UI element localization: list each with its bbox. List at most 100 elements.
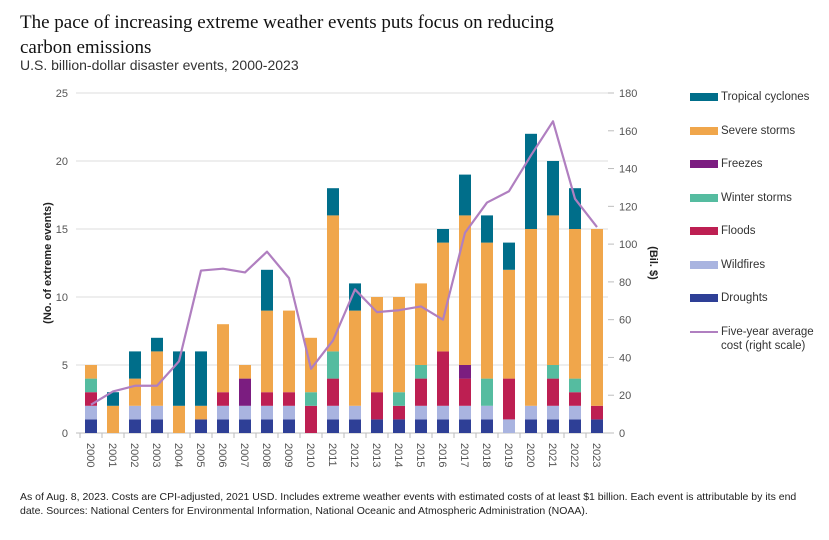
legend-label: Tropical cyclones xyxy=(721,91,810,103)
y-tick-label: 25 xyxy=(56,88,68,100)
bar-segment-wildfires xyxy=(349,405,361,420)
bar-segment-severe-storms xyxy=(283,310,295,393)
bar-segment-severe-storms xyxy=(525,229,537,406)
bar-segment-winter-storms xyxy=(481,378,493,406)
bar-segment-wildfires xyxy=(151,405,163,420)
x-tick-label: 2020 xyxy=(524,443,536,467)
bar-segment-droughts xyxy=(261,419,273,433)
legend-item-freezes: Freezes xyxy=(690,157,763,171)
legend-swatch xyxy=(690,194,718,202)
bar-segment-severe-storms xyxy=(327,215,339,352)
legend-label: Floods xyxy=(721,225,756,237)
x-tick-label: 2004 xyxy=(172,443,184,467)
bar-segment-tropical-cyclones xyxy=(349,283,361,311)
x-tick-label: 2000 xyxy=(84,443,96,467)
y-tick-label: 20 xyxy=(56,156,68,168)
bar-segment-severe-storms xyxy=(173,405,185,433)
legend-item-wildfires: Wildfires xyxy=(690,258,765,272)
x-tick-label: 2006 xyxy=(216,443,228,467)
bar-segment-winter-storms xyxy=(85,378,97,393)
legend-label: Winter storms xyxy=(721,192,792,204)
bar-segment-floods xyxy=(415,378,427,406)
bar-segment-droughts xyxy=(239,419,251,433)
gridlines xyxy=(76,92,614,434)
x-tick-label: 2016 xyxy=(436,443,448,467)
bar-segment-floods xyxy=(371,392,383,420)
bar-segment-tropical-cyclones xyxy=(129,351,141,379)
legend-label: Wildfires xyxy=(721,259,766,271)
bar-segment-severe-storms xyxy=(85,365,97,379)
legend-swatch xyxy=(690,261,718,269)
bar-segment-tropical-cyclones xyxy=(437,229,449,243)
x-tick-label: 2013 xyxy=(370,443,382,467)
legend-swatch xyxy=(690,93,718,101)
y2-tick-label: 80 xyxy=(619,277,631,289)
x-tick-label: 2018 xyxy=(480,443,492,467)
bar-segment-severe-storms xyxy=(437,242,449,352)
bar-segment-severe-storms xyxy=(569,229,581,379)
legend-label: Droughts xyxy=(721,292,768,304)
bar-segment-wildfires xyxy=(283,405,295,420)
legend-label: Five-year average cost (right scale) xyxy=(721,326,814,352)
x-tick-label: 2003 xyxy=(150,443,162,467)
bar-segment-droughts xyxy=(349,419,361,433)
y2-tick-label: 20 xyxy=(619,390,631,402)
y2-tick-label: 40 xyxy=(619,352,631,364)
bar-segment-severe-storms xyxy=(481,242,493,379)
bar-segment-wildfires xyxy=(503,419,515,433)
bar-segment-floods xyxy=(459,378,471,406)
bar-segment-droughts xyxy=(569,419,581,433)
bar-segment-floods xyxy=(393,405,405,420)
y-tick-label: 10 xyxy=(56,292,68,304)
bar-segment-droughts xyxy=(195,419,207,433)
bar-segment-droughts xyxy=(481,419,493,433)
y2-tick-label: 120 xyxy=(619,201,637,213)
y2-tick-label: 140 xyxy=(619,164,637,176)
bar-segment-tropical-cyclones xyxy=(151,337,163,352)
legend-label: Severe storms xyxy=(721,125,796,137)
bar-segment-severe-storms xyxy=(129,378,141,406)
bar-segment-tropical-cyclones xyxy=(481,215,493,243)
five-year-average-line xyxy=(90,120,598,406)
bar-segment-severe-storms xyxy=(195,405,207,420)
bar-segment-floods xyxy=(283,392,295,406)
bar-segment-droughts xyxy=(437,419,449,433)
bar-segment-droughts xyxy=(327,419,339,433)
bar-segment-tropical-cyclones xyxy=(525,133,537,229)
bar-segment-severe-storms xyxy=(217,324,229,393)
bar-segment-winter-storms xyxy=(547,365,559,379)
x-tick-label: 2002 xyxy=(128,443,140,467)
legend-item-severe-storms: Severe storms xyxy=(690,124,795,138)
bar-segment-winter-storms xyxy=(305,392,317,406)
bar-segment-severe-storms xyxy=(547,215,559,365)
bar-segment-severe-storms xyxy=(415,283,427,365)
line-five-year-average-cost xyxy=(90,120,598,406)
bar-segment-droughts xyxy=(459,419,471,433)
bar-segment-severe-storms xyxy=(261,310,273,393)
x-tick-label: 2010 xyxy=(304,443,316,467)
bar-segment-droughts xyxy=(525,419,537,433)
x-tick-label: 2019 xyxy=(502,443,514,467)
bar-segment-floods xyxy=(305,405,317,433)
legend-item-droughts: Droughts xyxy=(690,291,768,305)
bar-segment-floods xyxy=(569,392,581,406)
bar-segment-wildfires xyxy=(239,405,251,420)
left-axis-ticks: 0 5 10 15 20 25 xyxy=(56,88,68,440)
legend-item-five-year-average-cost: Five-year average cost (right scale) xyxy=(690,325,821,353)
bar-segment-tropical-cyclones xyxy=(503,242,515,270)
bar-segment-wildfires xyxy=(261,405,273,420)
x-tick-label: 2015 xyxy=(414,443,426,467)
y2-tick-label: 60 xyxy=(619,315,631,327)
x-tick-label: 2014 xyxy=(392,443,404,467)
x-tick-label: 2001 xyxy=(106,443,118,467)
bar-segment-floods xyxy=(327,378,339,406)
bar-segment-droughts xyxy=(415,419,427,433)
y2-tick-label: 0 xyxy=(619,428,625,440)
bar-segment-droughts xyxy=(129,419,141,433)
chart-title: The pace of increasing extreme weather e… xyxy=(20,12,554,58)
bars xyxy=(85,133,603,433)
legend-swatch xyxy=(690,227,718,235)
right-axis-ticks: 0 20 40 60 80 100 120 140 160 180 xyxy=(619,88,637,440)
y-tick-label: 15 xyxy=(56,224,68,236)
y2-tick-label: 160 xyxy=(619,126,637,138)
